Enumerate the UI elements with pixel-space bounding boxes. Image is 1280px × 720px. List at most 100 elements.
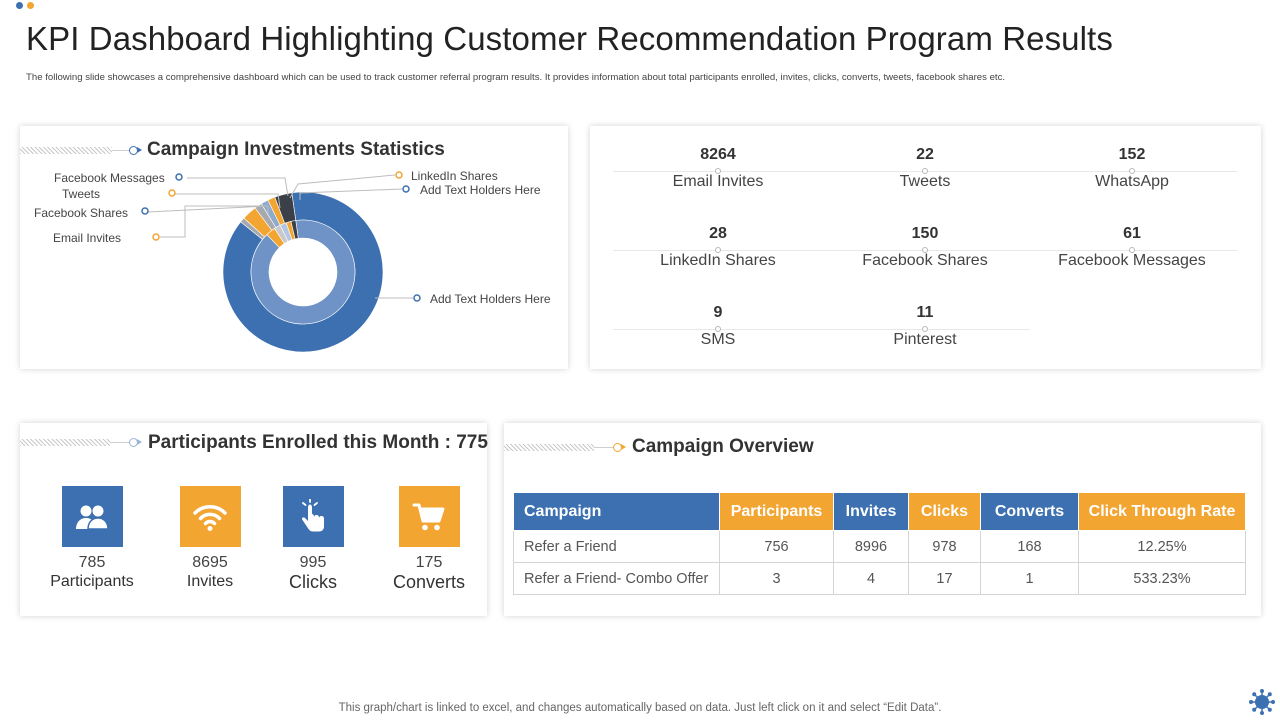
label-linkedin-shares: LinkedIn Shares	[411, 169, 498, 183]
stat-label: SMS	[700, 331, 736, 348]
kpi-label: Participants	[50, 573, 134, 590]
stat-value: 22	[916, 146, 934, 163]
leader-email-invites	[160, 205, 260, 238]
col-invites: Invites	[833, 492, 909, 531]
wifi-icon	[179, 486, 241, 547]
col-campaign: Campaign	[513, 492, 720, 531]
stat-label: Pinterest	[893, 331, 957, 348]
channel-stats-panel: 8264 Email Invites 22 Tweets 152 WhatsAp…	[590, 126, 1261, 369]
leader-facebook-messages	[187, 177, 289, 197]
title-line	[594, 447, 614, 448]
tap-icon	[282, 486, 344, 547]
panel-title: Participants Enrolled this Month : 775	[148, 432, 488, 453]
table-header-row: Campaign Participants Invites Clicks Con…	[513, 492, 1246, 531]
title-arrow-icon	[137, 439, 142, 445]
table-row: Refer a Friend 756 8996 978 168 12.25%	[513, 530, 1246, 563]
cell-campaign: Refer a Friend- Combo Offer	[513, 562, 720, 595]
cell-clicks: 17	[908, 562, 981, 595]
marker-add-text-right	[413, 294, 421, 302]
stat-pinterest: 11 Pinterest	[820, 304, 1030, 349]
stat-dot	[922, 168, 928, 174]
stat-dot	[1129, 168, 1135, 174]
donut-chart[interactable]	[20, 126, 568, 369]
title-hatch	[504, 444, 594, 451]
cell-campaign: Refer a Friend	[513, 530, 720, 563]
panel-title: Campaign Overview	[632, 436, 814, 457]
cell-invites: 4	[833, 562, 909, 595]
cell-click-through-rate: 533.23%	[1078, 562, 1246, 595]
page-title: KPI Dashboard Highlighting Customer Reco…	[26, 20, 1113, 57]
kpi-value: 8695	[192, 554, 228, 571]
stat-value: 28	[709, 225, 727, 242]
stat-dot	[922, 326, 928, 332]
users-icon	[61, 486, 123, 547]
stat-value: 152	[1118, 146, 1146, 163]
cell-click-through-rate: 12.25%	[1078, 530, 1246, 563]
kpi-converts: 175 Converts	[384, 486, 474, 592]
stat-value: 61	[1123, 225, 1141, 242]
donut-slice-inner-add-text-holders-here-0[interactable]	[250, 219, 356, 325]
stat-dot	[715, 326, 721, 332]
cart-icon	[398, 486, 460, 547]
stat-label: Facebook Messages	[1058, 252, 1206, 269]
page-subtitle: The following slide showcases a comprehe…	[26, 72, 1006, 83]
col-participants: Participants	[719, 492, 834, 531]
stat-linkedin-shares: 28 LinkedIn Shares	[613, 225, 823, 270]
stat-label: Tweets	[899, 173, 951, 190]
cell-invites: 8996	[833, 530, 909, 563]
stat-value: 9	[713, 304, 723, 321]
stat-value: 11	[916, 304, 934, 321]
leader-add-text-top	[299, 188, 403, 200]
kpi-value: 785	[78, 554, 106, 571]
cell-converts: 168	[980, 530, 1079, 563]
stat-dot	[1129, 247, 1135, 253]
cell-participants: 3	[719, 562, 834, 595]
stat-sms: 9 SMS	[613, 304, 823, 349]
marker-facebook-shares	[141, 207, 149, 215]
kpi-clicks: 995 Clicks	[268, 486, 358, 592]
campaign-overview-table: Campaign Participants Invites Clicks Con…	[513, 492, 1246, 595]
stat-value: 8264	[700, 146, 736, 163]
virus-gear-icon	[1249, 689, 1275, 715]
label-facebook-shares: Facebook Shares	[34, 206, 129, 220]
marker-linkedin-shares	[395, 171, 403, 179]
cell-participants: 756	[719, 530, 834, 563]
marker-facebook-messages	[175, 173, 183, 181]
stat-label: Facebook Shares	[862, 252, 988, 269]
kpi-value: 995	[299, 554, 327, 571]
label-email-invites: Email Invites	[53, 231, 122, 245]
stat-label: LinkedIn Shares	[660, 252, 776, 269]
kpi-participants: 785 Participants	[47, 486, 137, 592]
stat-whatsapp: 152 WhatsApp	[1027, 146, 1237, 191]
stat-tweets: 22 Tweets	[820, 146, 1030, 191]
table-row: Refer a Friend- Combo Offer 3 4 17 1 533…	[513, 562, 1246, 595]
stat-facebook-shares: 150 Facebook Shares	[820, 225, 1030, 270]
stat-label: WhatsApp	[1095, 173, 1169, 190]
stat-facebook-messages: 61 Facebook Messages	[1027, 225, 1237, 270]
stat-email-invites: 8264 Email Invites	[613, 146, 823, 191]
decorative-dots	[16, 2, 34, 9]
title-hatch	[20, 439, 110, 446]
label-add-text-right: Add Text Holders Here	[430, 292, 551, 306]
stat-value: 150	[911, 225, 939, 242]
kpi-label: Invites	[186, 573, 234, 590]
stat-dot	[922, 247, 928, 253]
kpi-label: Clicks	[289, 572, 337, 592]
col-clicks: Clicks	[908, 492, 981, 531]
col-click-through-rate: Click Through Rate	[1078, 492, 1246, 531]
leader-linkedin-shares	[289, 174, 396, 199]
donut-slice-inner-add-text-holders-here-5[interactable]	[290, 220, 299, 240]
leader-facebook-shares	[147, 205, 269, 214]
dot-blue	[16, 2, 23, 9]
title-arrow-icon	[621, 444, 626, 450]
stat-label: Email Invites	[672, 173, 764, 190]
stat-dot	[715, 168, 721, 174]
kpi-value: 175	[415, 554, 443, 571]
cell-clicks: 978	[908, 530, 981, 563]
participants-panel: Participants Enrolled this Month : 775 7…	[20, 423, 488, 616]
panel-title: Campaign Investments Statistics	[147, 139, 445, 160]
label-add-text-top: Add Text Holders Here	[420, 183, 541, 197]
stat-dot	[715, 247, 721, 253]
col-converts: Converts	[980, 492, 1079, 531]
title-arrow-icon	[137, 147, 142, 153]
